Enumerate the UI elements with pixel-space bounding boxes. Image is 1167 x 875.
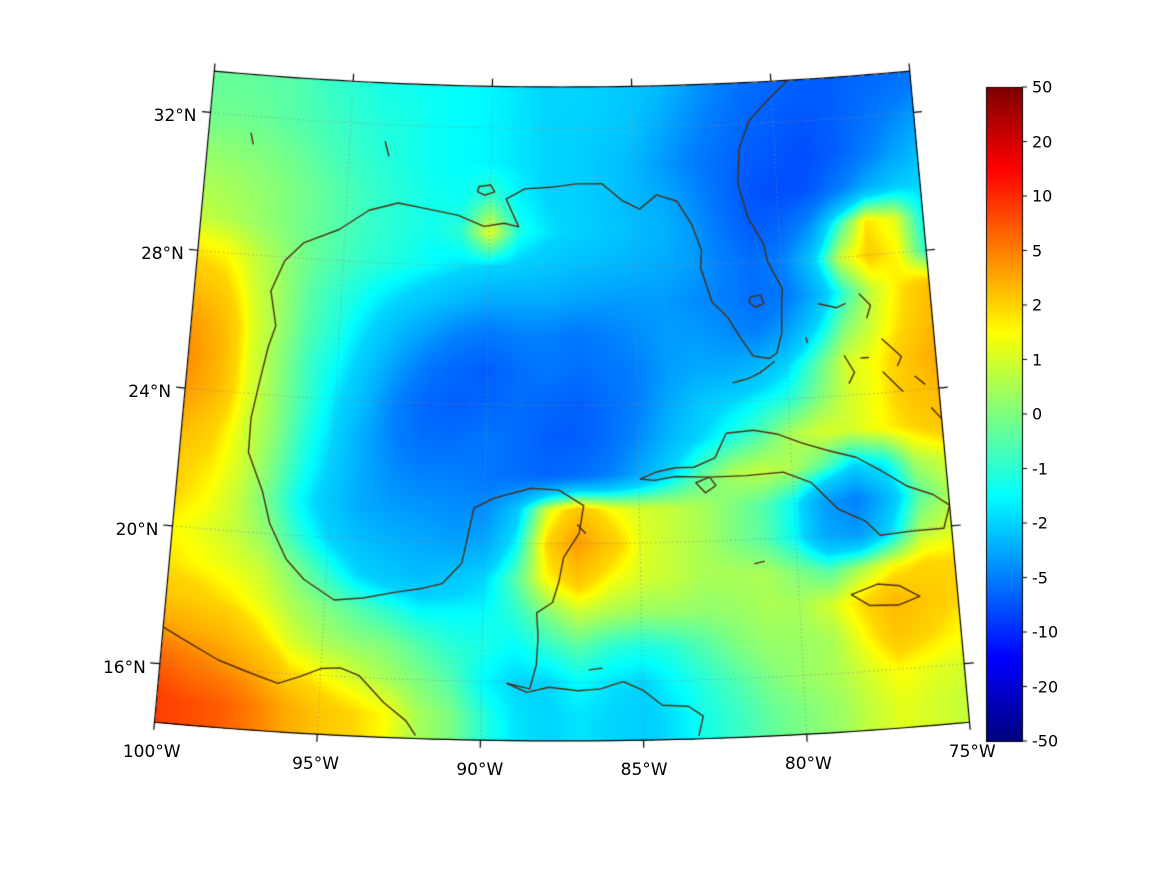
figure: 32°N 28°N 24°N 20°N 16°N 100°W 95°W 90°W 85°W 80°… bbox=[0, 0, 1167, 875]
map-plot-canvas bbox=[0, 0, 1167, 875]
